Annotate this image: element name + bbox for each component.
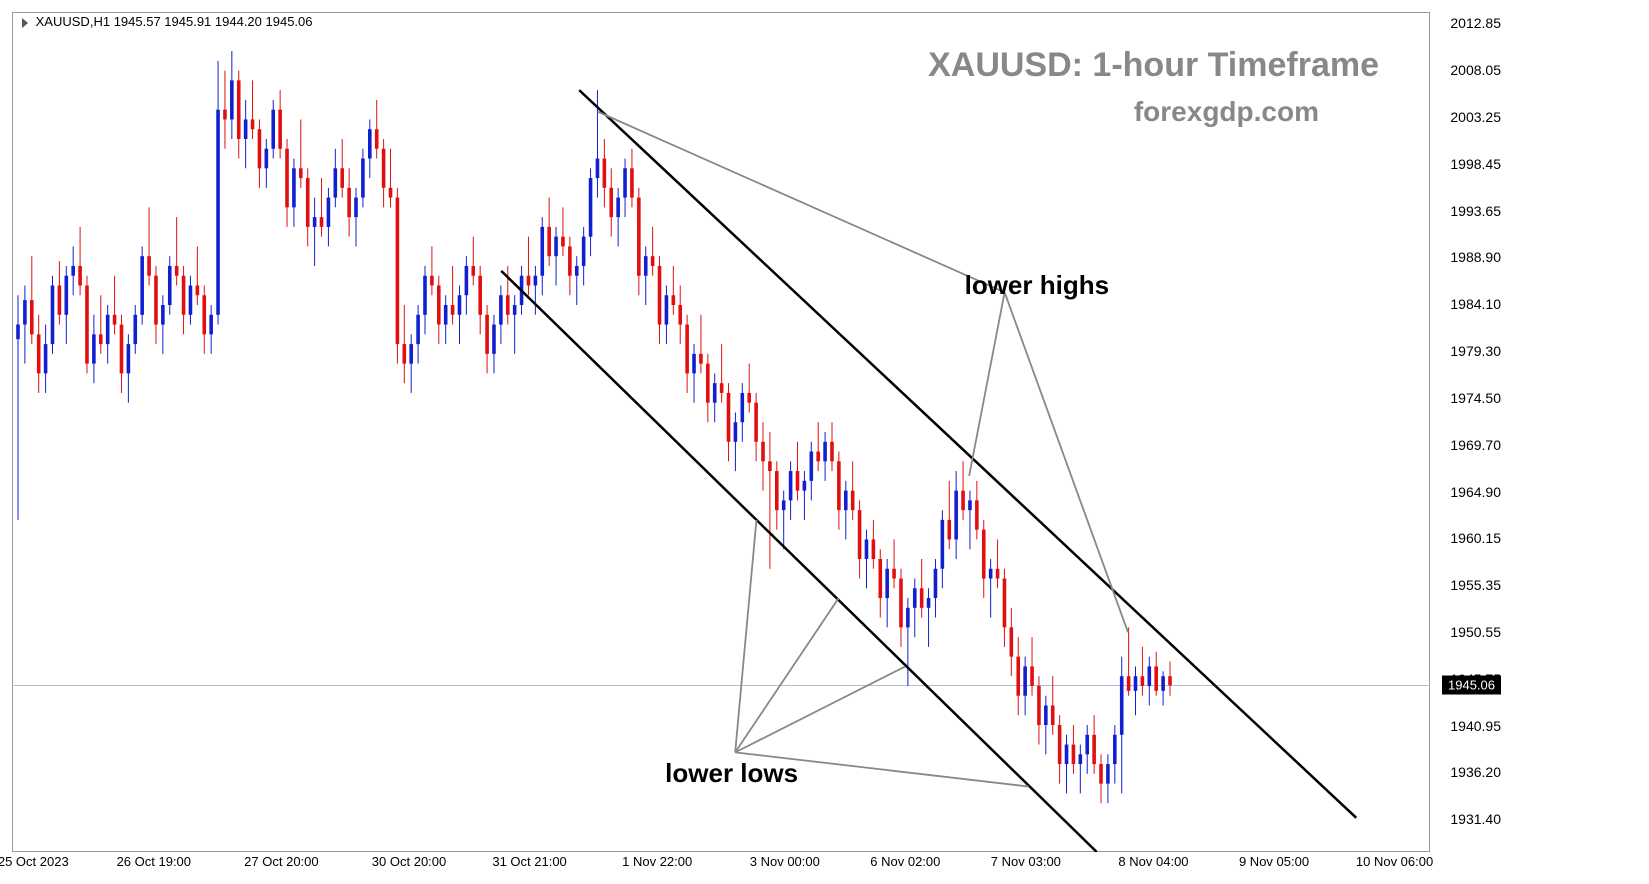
y-tick: 1960.15 [1450, 530, 1501, 546]
y-tick: 1931.40 [1450, 811, 1501, 827]
chart-subtitle: forexgdp.com [1134, 96, 1319, 128]
overlay-layer [12, 12, 1430, 852]
y-tick: 1988.90 [1450, 249, 1501, 265]
y-tick: 1969.70 [1450, 437, 1501, 453]
y-tick: 1940.95 [1450, 718, 1501, 734]
x-tick: 7 Nov 03:00 [991, 854, 1061, 869]
chart-title: XAUUSD: 1-hour Timeframe [928, 46, 1379, 85]
y-tick: 2008.05 [1450, 62, 1501, 78]
x-axis: 25 Oct 202326 Oct 19:0027 Oct 20:0030 Oc… [12, 854, 1430, 878]
annotation-lower-highs: lower highs [965, 270, 1109, 301]
y-tick: 1955.35 [1450, 577, 1501, 593]
chart-container: XAUUSD,H1 1945.57 1945.91 1944.20 1945.0… [0, 0, 1649, 884]
annotation-lower-lows: lower lows [665, 758, 798, 789]
x-tick: 1 Nov 22:00 [622, 854, 692, 869]
y-tick: 1964.90 [1450, 484, 1501, 500]
x-tick: 27 Oct 20:00 [244, 854, 318, 869]
x-tick: 30 Oct 20:00 [372, 854, 446, 869]
y-tick: 1979.30 [1450, 343, 1501, 359]
current-price-badge: 1945.06 [1442, 676, 1501, 695]
y-tick: 1950.55 [1450, 624, 1501, 640]
x-tick: 3 Nov 00:00 [750, 854, 820, 869]
x-tick: 26 Oct 19:00 [117, 854, 191, 869]
x-tick: 25 Oct 2023 [0, 854, 69, 869]
x-tick: 6 Nov 02:00 [870, 854, 940, 869]
y-tick: 2012.85 [1450, 15, 1501, 31]
y-tick: 1984.10 [1450, 296, 1501, 312]
x-tick: 8 Nov 04:00 [1118, 854, 1188, 869]
y-tick: 1974.50 [1450, 390, 1501, 406]
y-axis: 2012.85 2008.05 2003.25 1998.45 1993.65 1988.… [1439, 12, 1649, 852]
x-tick: 9 Nov 05:00 [1239, 854, 1309, 869]
y-tick: 1998.45 [1450, 156, 1501, 172]
y-tick: 2003.25 [1450, 109, 1501, 125]
x-tick: 10 Nov 06:00 [1356, 854, 1433, 869]
y-tick: 1936.20 [1450, 764, 1501, 780]
y-tick: 1993.65 [1450, 203, 1501, 219]
x-tick: 31 Oct 21:00 [492, 854, 566, 869]
